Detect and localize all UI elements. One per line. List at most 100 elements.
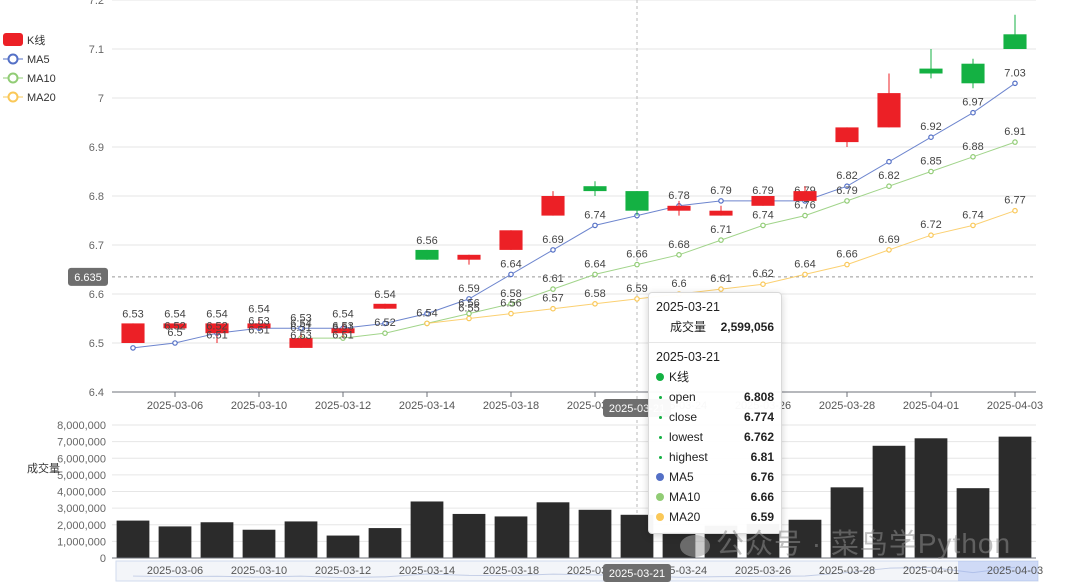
- ma-value-label: 6.91: [1004, 126, 1025, 138]
- ma10-dot-icon: [656, 493, 664, 501]
- volume-bar: [494, 516, 528, 558]
- tooltip-close-value: 6.774: [743, 410, 774, 424]
- ma-value-label: 6.54: [416, 307, 437, 319]
- kline-x-tick-label: 2025-03-14: [399, 400, 455, 412]
- volume-y-tick-label: 4,000,000: [57, 487, 106, 499]
- ma-point-ma10: [508, 300, 514, 307]
- volume-bar: [326, 535, 360, 558]
- ma-value-label: 6.71: [710, 224, 731, 236]
- volume-y-tick-label: 7,000,000: [57, 437, 106, 449]
- tooltip-ma10-value: 6.66: [750, 490, 774, 504]
- ma-value-label: 6.58: [584, 288, 605, 300]
- volume-bar: [158, 526, 192, 558]
- tooltip-ma20-row: MA20 6.59: [649, 507, 781, 527]
- ma-point-ma20: [550, 305, 556, 312]
- tooltip-volume-row: 成交量 2,599,056: [649, 317, 781, 337]
- ma-point-ma20: [760, 281, 766, 288]
- kline-y-tick-label: 6.7: [89, 240, 104, 252]
- legend-label: MA10: [27, 73, 56, 85]
- ma-value-label: 6.82: [836, 170, 857, 182]
- ma-point-ma5: [172, 340, 178, 346]
- volume-x-tick-label: 2025-03-18: [483, 565, 539, 577]
- tooltip-ma20-value: 6.59: [750, 510, 774, 524]
- volume-x-tick-label: 2025-03-28: [819, 565, 875, 577]
- ma-value-label: 6.55: [458, 303, 479, 315]
- ma-point-ma10: [718, 237, 724, 243]
- volume-x-tick-label: 2025-03-14: [399, 565, 455, 577]
- tooltip-ma5-value: 6.76: [750, 470, 774, 484]
- ma-point-ma5: [886, 158, 892, 165]
- ma-point-ma10: [760, 222, 766, 229]
- ma-point-ma5: [466, 296, 472, 302]
- ma-point-ma5: [592, 222, 598, 229]
- datazoom-preview-line: [132, 566, 1016, 579]
- ma-value-label: 6.51: [290, 322, 311, 334]
- candle-body: [751, 196, 775, 206]
- tooltip-ma10-row: MA10 6.66: [649, 487, 781, 507]
- wechat-icon: [680, 534, 710, 557]
- volume-bar: [578, 509, 612, 558]
- tooltip-ma20-name: MA20: [669, 510, 701, 524]
- bullet-icon: [658, 435, 662, 439]
- volume-bar: [200, 522, 234, 558]
- tooltip-highest-value: 6.81: [750, 450, 774, 464]
- volume-x-tick-label: 2025-04-01: [903, 565, 959, 577]
- candle-value-label: 6.51: [332, 329, 353, 341]
- ma-point-ma20: [970, 222, 976, 229]
- ma-value-label: 6.59: [626, 283, 647, 295]
- candle-value-label: 6.56: [416, 235, 437, 247]
- ma-value-label: 6.79: [836, 185, 857, 197]
- ma-point-ma10: [970, 154, 976, 160]
- candle-value-label: 6.51: [206, 329, 227, 341]
- ma-point-ma5: [508, 271, 514, 278]
- ma-value-label: 6.64: [584, 258, 605, 270]
- ma-value-label: 6.74: [584, 209, 605, 221]
- legend-circle-icon: [7, 53, 19, 65]
- chart-tooltip: 2025-03-21 成交量 2,599,056 2025-03-21 K线 o…: [648, 292, 782, 534]
- candle-value-label: 6.52: [164, 320, 185, 332]
- volume-bar: [956, 488, 990, 558]
- ma5-dot-icon: [656, 473, 664, 481]
- candle-value-label: 6.54: [332, 308, 353, 320]
- tooltip-highest-row: highest 6.81: [649, 447, 781, 467]
- kline-x-tick-label: 2025-03-10: [231, 400, 287, 412]
- kline-y-tick-label: 6.8: [89, 191, 104, 203]
- volume-y-tick-label: 3,000,000: [57, 503, 106, 515]
- ma-value-label: 6.68: [668, 239, 689, 251]
- volume-bar: [368, 528, 402, 558]
- ma-point-ma10: [928, 168, 934, 175]
- kline-x-tick-label: 2025-03-12: [315, 400, 371, 412]
- ma-point-ma5: [718, 198, 724, 204]
- candle-value-label: 6.54: [164, 308, 185, 320]
- ma-value-label: 6.92: [920, 121, 941, 133]
- ma-value-label: 6.59: [458, 283, 479, 295]
- candle-value-label: 6.53: [122, 308, 143, 320]
- ma-point-ma20: [1012, 207, 1018, 214]
- watermark-text: 公众号 · 菜鸟学Python: [716, 528, 1012, 559]
- ma-point-ma10: [676, 252, 682, 258]
- candle-body: [1003, 34, 1027, 49]
- kline-dot-icon: [656, 373, 664, 381]
- candle-body: [793, 191, 817, 201]
- candle-body: [121, 323, 145, 343]
- candle-value-label: 6.53: [332, 320, 353, 332]
- ma-point-ma20: [928, 232, 934, 239]
- ma-point-ma5: [130, 345, 136, 351]
- volume-bar: [116, 520, 150, 558]
- candle-value-label: 6.54: [248, 304, 269, 316]
- kline-y-tick-label: 6.4: [89, 387, 104, 399]
- volume-bar: [830, 487, 864, 558]
- ma-value-label: 6.77: [1004, 195, 1025, 207]
- ma20-dot-icon: [656, 513, 664, 521]
- volume-y-tick-label: 6,000,000: [57, 453, 106, 465]
- legend-label: K线: [27, 33, 45, 47]
- candle-value-label: 6.53: [248, 316, 269, 328]
- ma-point-ma10: [634, 261, 640, 268]
- tooltip-kline-row: K线: [649, 367, 781, 387]
- volume-x-tick-label: 2025-03-12: [315, 565, 371, 577]
- ma-value-label: 6.74: [752, 209, 773, 221]
- tooltip-volume-value: 2,599,056: [720, 320, 774, 334]
- candle-body: [961, 63, 985, 84]
